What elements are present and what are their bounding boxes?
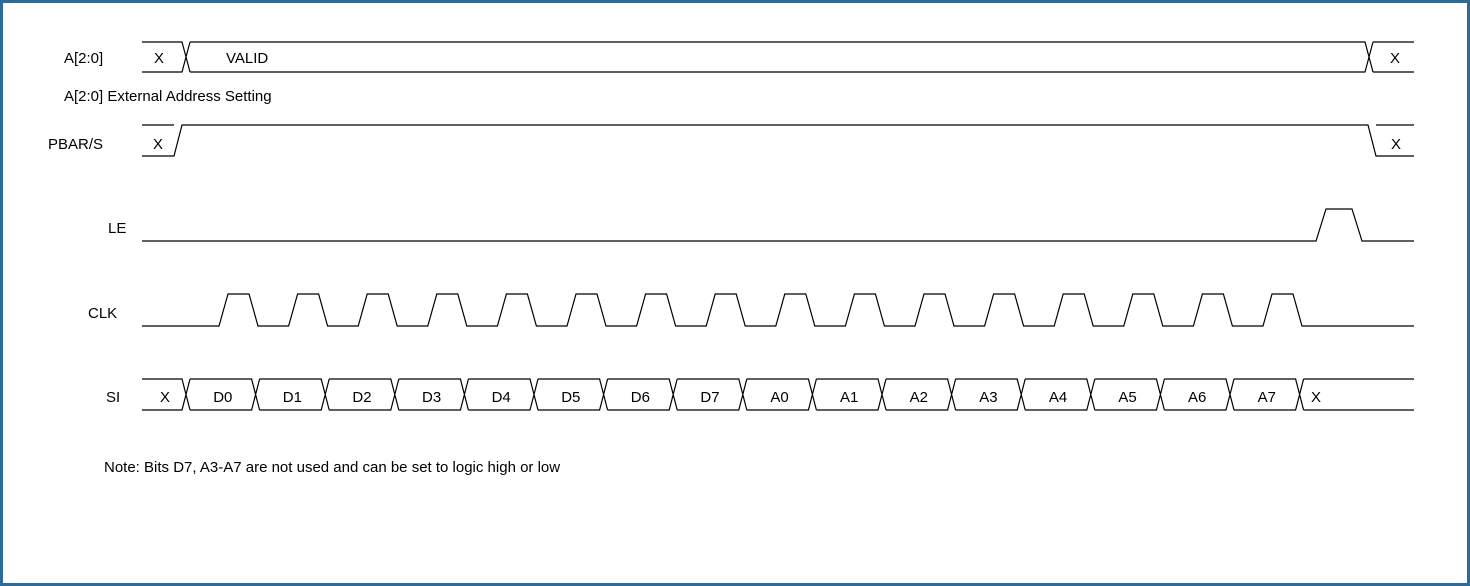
pbar-cell-x-start: X [153, 136, 163, 153]
addr-caption: A[2:0] External Address Setting [64, 88, 272, 105]
si-cell-d4: D4 [492, 389, 511, 406]
si-cell-d5: D5 [561, 389, 580, 406]
pbar-waveform [142, 124, 1414, 157]
si-cell-x: X [1311, 389, 1321, 406]
addr-cell-valid: VALID [226, 50, 268, 67]
addr-label: A[2:0] [64, 50, 103, 67]
si-cell-a7: A7 [1258, 389, 1276, 406]
si-waveform [142, 378, 1414, 411]
clk-label: CLK [88, 305, 117, 322]
si-cells: X D0 D1 D2 D3 D4 D5 D6 D7 A0 A1 A2 A3 A4 A5 A6 A7 X [160, 389, 1321, 406]
le-waveform [142, 208, 1414, 242]
si-cell-d2: D2 [352, 389, 371, 406]
le-label: LE [108, 220, 126, 237]
si-cell-d0: D0 [213, 389, 232, 406]
si-cell-a5: A5 [1118, 389, 1136, 406]
addr-waveform [142, 41, 1414, 73]
si-cell-a1: A1 [840, 389, 858, 406]
addr-cell-x-start: X [154, 50, 164, 67]
si-cell-x: X [160, 389, 170, 406]
si-cell-d1: D1 [283, 389, 302, 406]
si-cell-a2: A2 [910, 389, 928, 406]
si-cell-a3: A3 [979, 389, 997, 406]
clk-waveform [142, 293, 1414, 327]
pbar-label: PBAR/S [48, 136, 103, 153]
note-text: Note: Bits D7, A3-A7 are not used and ca… [104, 459, 560, 476]
addr-cell-x-end: X [1390, 50, 1400, 67]
si-cell-a4: A4 [1049, 389, 1067, 406]
si-cell-d6: D6 [631, 389, 650, 406]
si-cell-a0: A0 [770, 389, 788, 406]
si-cell-d3: D3 [422, 389, 441, 406]
si-cell-a6: A6 [1188, 389, 1206, 406]
si-label: SI [106, 389, 120, 406]
pbar-cell-x-end: X [1391, 136, 1401, 153]
si-cell-d7: D7 [700, 389, 719, 406]
